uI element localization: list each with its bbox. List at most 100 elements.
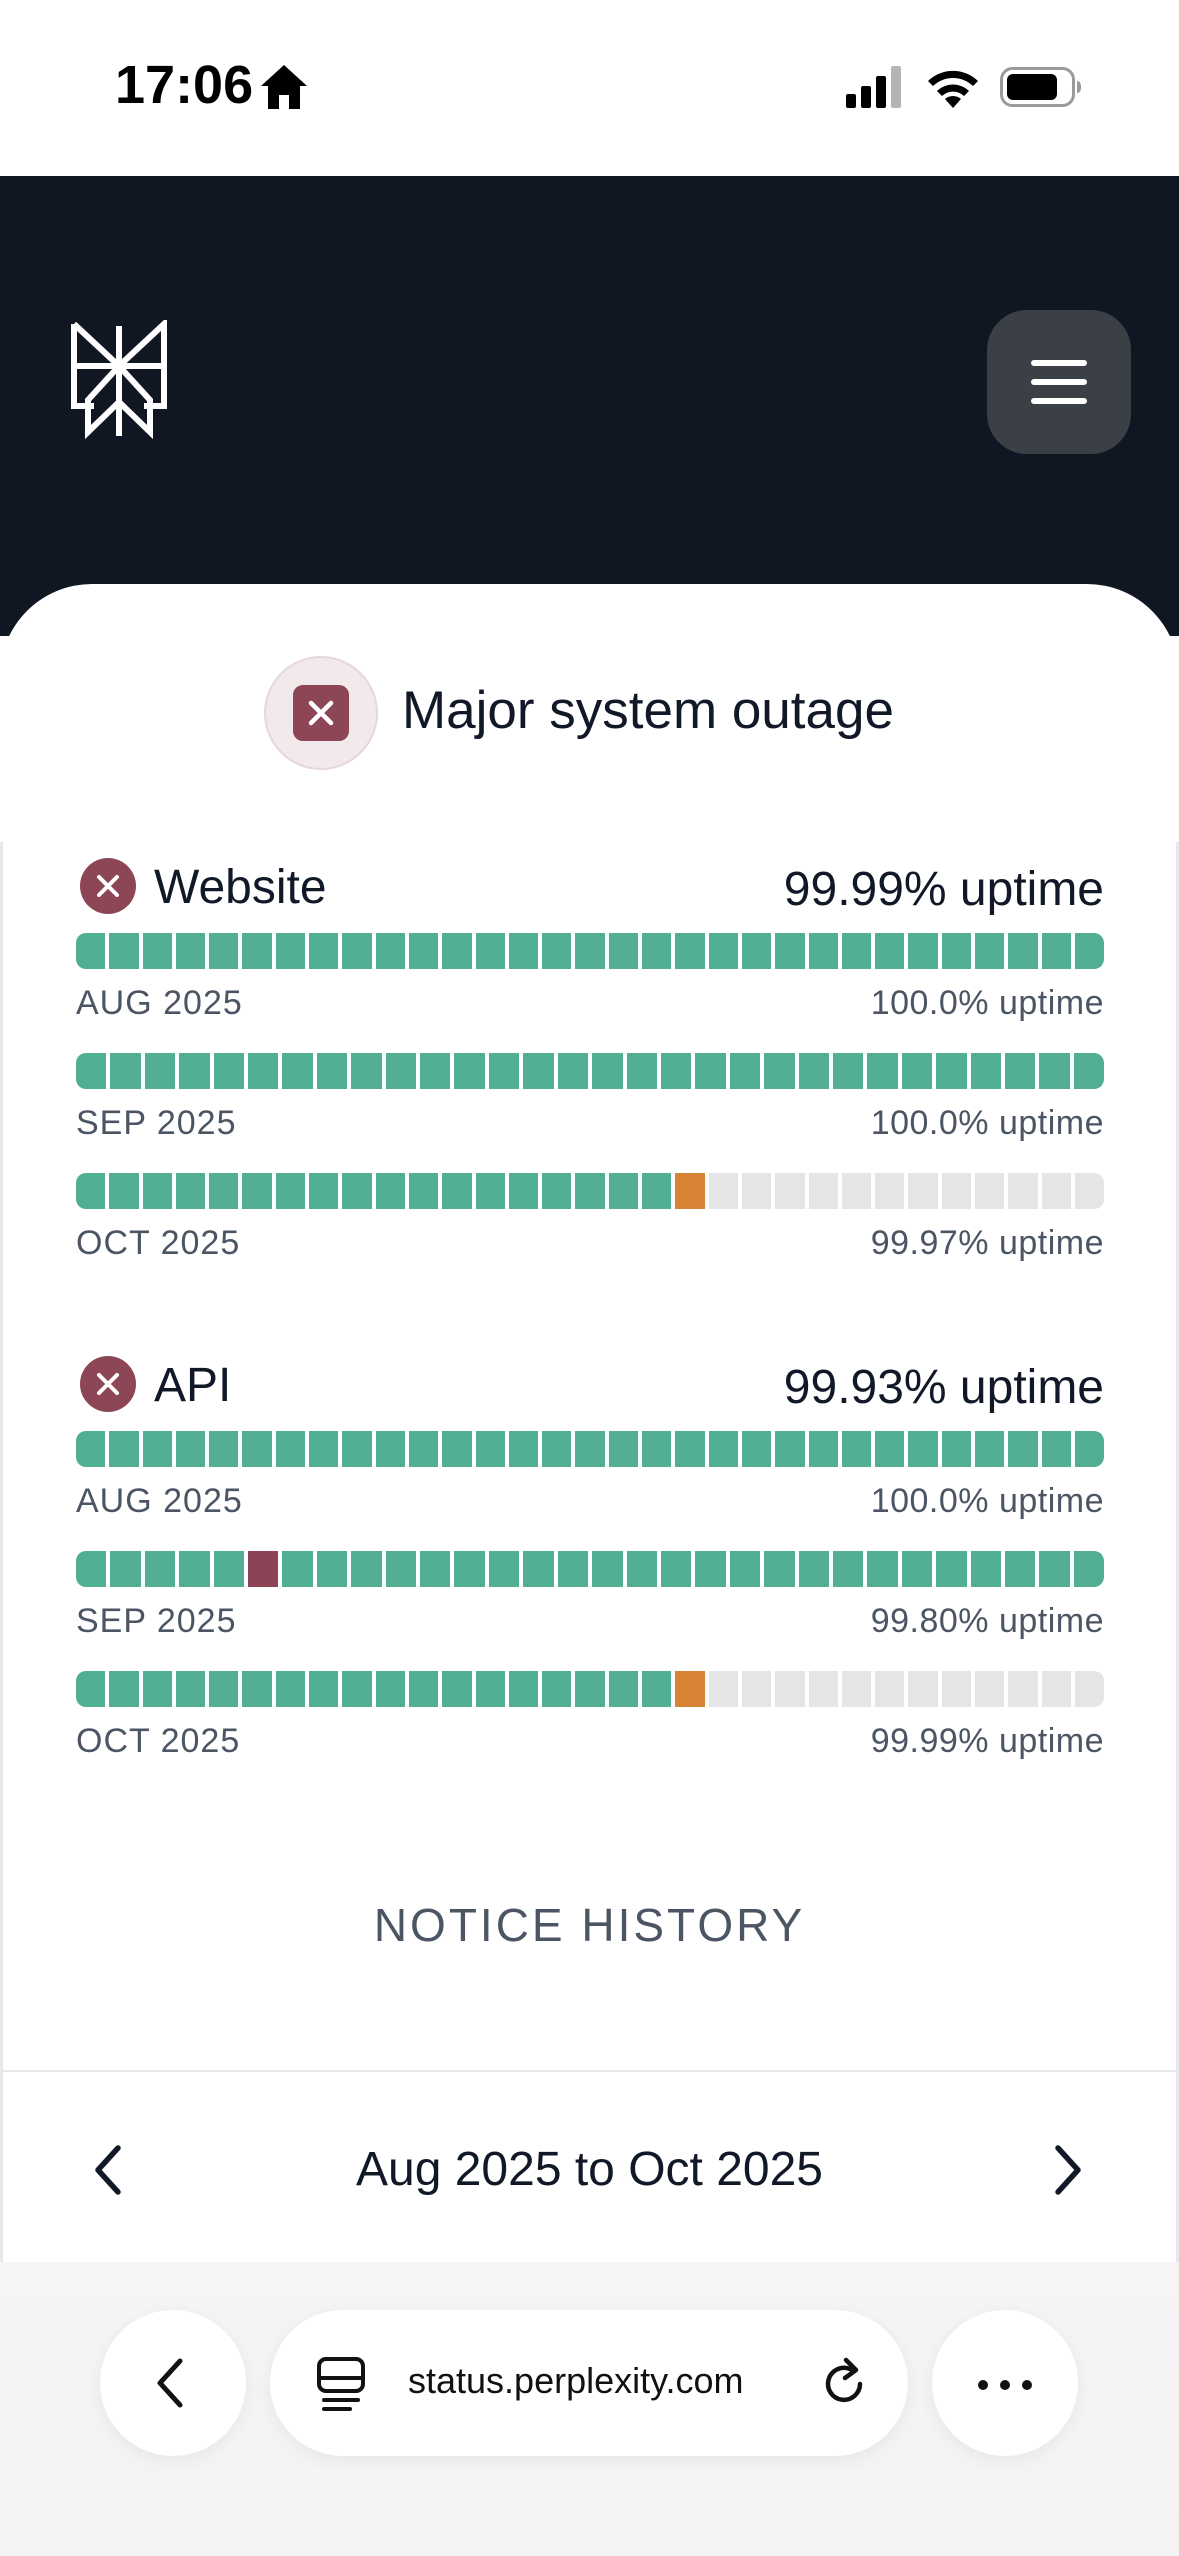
day-operational[interactable] [316,1551,348,1587]
day-operational[interactable] [841,933,872,969]
browser-back-button[interactable] [100,2310,246,2456]
day-operational[interactable] [209,1431,239,1467]
day-operational[interactable] [408,933,439,969]
day-operational[interactable] [442,1431,472,1467]
day-no-data[interactable] [741,1671,772,1707]
day-no-data[interactable] [1041,1671,1071,1707]
day-operational[interactable] [1041,933,1071,969]
day-operational[interactable] [642,1431,672,1467]
day-no-data[interactable] [808,1671,838,1707]
day-operational[interactable] [175,1671,206,1707]
day-operational[interactable] [832,1551,864,1587]
day-partial-outage[interactable] [675,1671,705,1707]
day-operational[interactable] [741,933,772,969]
day-operational[interactable] [275,933,306,969]
day-operational[interactable] [542,1431,572,1467]
day-operational[interactable] [110,1551,141,1587]
day-operational[interactable] [442,1173,472,1209]
day-operational[interactable] [508,1431,539,1467]
day-operational[interactable] [1039,1053,1070,1089]
day-operational[interactable] [179,1053,210,1089]
day-operational[interactable] [908,1431,938,1467]
day-operational[interactable] [442,933,472,969]
day-operational[interactable] [941,1431,972,1467]
day-operational[interactable] [808,1431,838,1467]
day-operational[interactable] [970,1551,1001,1587]
day-operational[interactable] [523,1551,554,1587]
day-operational[interactable] [475,1431,505,1467]
day-operational[interactable] [970,1053,1001,1089]
day-operational[interactable] [592,1551,623,1587]
day-operational[interactable] [408,1173,439,1209]
day-operational[interactable] [342,1671,372,1707]
day-operational[interactable] [523,1053,554,1089]
day-operational[interactable] [351,1551,382,1587]
day-no-data[interactable] [1008,1173,1038,1209]
day-operational[interactable] [76,1551,107,1587]
day-operational[interactable] [1008,1431,1038,1467]
day-operational[interactable] [76,1671,106,1707]
day-operational[interactable] [808,933,838,969]
day-operational[interactable] [557,1053,589,1089]
day-operational[interactable] [1074,1431,1105,1467]
day-operational[interactable] [309,1671,339,1707]
day-operational[interactable] [454,1053,485,1089]
day-no-data[interactable] [941,1671,972,1707]
day-no-data[interactable] [975,1671,1005,1707]
day-operational[interactable] [764,1053,795,1089]
day-operational[interactable] [775,933,805,969]
day-operational[interactable] [475,1671,505,1707]
day-operational[interactable] [385,1551,417,1587]
day-operational[interactable] [175,1431,206,1467]
reload-icon[interactable] [820,2354,870,2410]
day-no-data[interactable] [908,1671,938,1707]
day-operational[interactable] [475,933,505,969]
day-operational[interactable] [867,1053,898,1089]
day-operational[interactable] [708,1431,738,1467]
day-operational[interactable] [209,1671,239,1707]
day-operational[interactable] [248,1053,279,1089]
day-operational[interactable] [941,933,972,969]
day-no-data[interactable] [975,1173,1005,1209]
day-operational[interactable] [242,1671,272,1707]
day-operational[interactable] [375,933,405,969]
day-operational[interactable] [575,1173,605,1209]
day-operational[interactable] [508,933,539,969]
day-operational[interactable] [867,1551,898,1587]
chevron-left-icon[interactable] [82,2140,134,2200]
day-no-data[interactable] [808,1173,838,1209]
day-operational[interactable] [375,1173,405,1209]
day-operational[interactable] [209,933,239,969]
day-operational[interactable] [542,933,572,969]
day-operational[interactable] [875,1431,905,1467]
day-operational[interactable] [282,1551,313,1587]
day-operational[interactable] [675,1431,705,1467]
day-operational[interactable] [275,1431,306,1467]
day-operational[interactable] [144,1053,176,1089]
chevron-right-icon[interactable] [1042,2140,1094,2200]
day-operational[interactable] [420,1551,451,1587]
day-operational[interactable] [608,1431,639,1467]
day-operational[interactable] [309,933,339,969]
day-operational[interactable] [908,933,938,969]
day-operational[interactable] [508,1173,539,1209]
day-no-data[interactable] [841,1671,872,1707]
day-operational[interactable] [209,1173,239,1209]
day-operational[interactable] [875,933,905,969]
day-operational[interactable] [764,1551,795,1587]
day-operational[interactable] [242,933,272,969]
day-operational[interactable] [420,1053,451,1089]
day-operational[interactable] [408,1671,439,1707]
day-operational[interactable] [142,1671,172,1707]
day-no-data[interactable] [908,1173,938,1209]
day-operational[interactable] [741,1431,772,1467]
day-operational[interactable] [342,933,372,969]
day-operational[interactable] [275,1173,306,1209]
day-operational[interactable] [575,1431,605,1467]
day-no-data[interactable] [875,1671,905,1707]
day-operational[interactable] [729,1551,761,1587]
day-operational[interactable] [475,1173,505,1209]
day-operational[interactable] [975,933,1005,969]
day-operational[interactable] [642,1173,672,1209]
day-operational[interactable] [109,933,139,969]
